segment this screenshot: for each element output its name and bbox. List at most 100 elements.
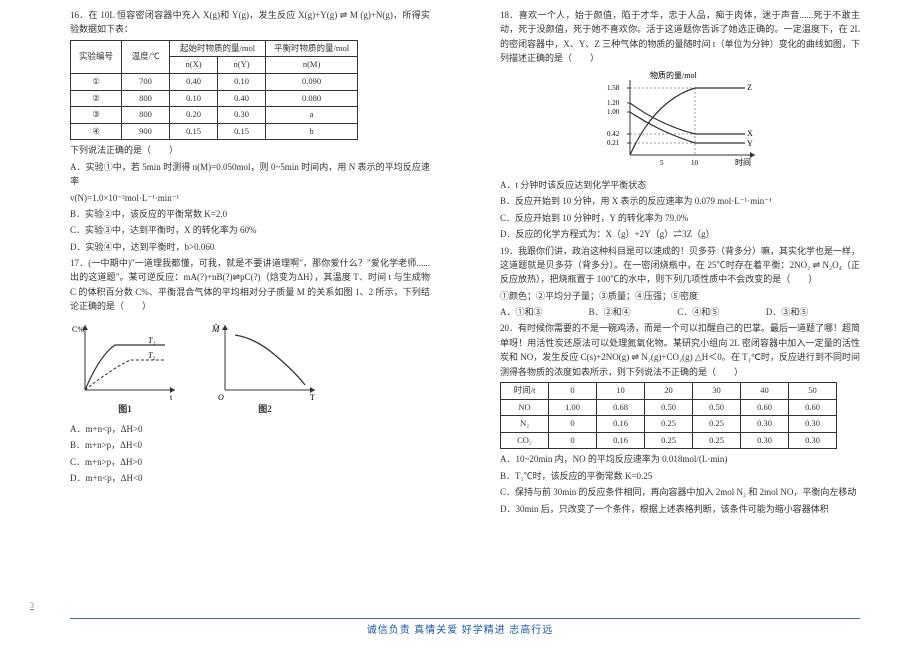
q17-optC: C．m+n>p，ΔH>0 <box>70 455 430 469</box>
chart1-label: 图1 <box>70 402 180 416</box>
cell: 0.16 <box>597 416 645 433</box>
cell: 0.40 <box>170 73 218 90</box>
cell: 30 <box>693 383 741 400</box>
right-column: 18．喜欢一个人，始于颜值，陷于才华，忠于人品，痴于肉体，迷于声音......死… <box>460 0 920 651</box>
q17-optA: A．m+n<p，ΔH>0 <box>70 422 430 436</box>
cell: 0.50 <box>645 399 693 416</box>
q20-optD: D．30min 后，只改变了一个条件，根据上述表格判断，该条件可能为缩小容器体积 <box>500 502 860 516</box>
cell: 20 <box>645 383 693 400</box>
q16-table: 实验编号 温度/℃ 起始时物质的量/mol 平衡时物质的量/mol n(X) n… <box>70 40 358 141</box>
th-start: 起始时物质的量/mol <box>170 40 266 57</box>
cell: 0.30 <box>789 416 837 433</box>
svg-text:5: 5 <box>660 159 664 167</box>
sub-ny: n(Y) <box>218 57 266 74</box>
th-exp: 实验编号 <box>71 40 122 73</box>
cell: 800 <box>122 107 170 124</box>
q17-optD: D．m+n<p，ΔH<0 <box>70 471 430 485</box>
cell: 时间/t <box>501 383 549 400</box>
q17-stem: 17．(一中期中)"一道理我都懂，可我，就是不要讲道理啊"，那你爱什么？"爱化学… <box>70 256 430 314</box>
q19-items: ①颜色；②平均分子量；③质量；④压强；⑤密度 <box>500 289 860 303</box>
cell: ④ <box>71 123 122 140</box>
q16-optA2: v(N)=1.0×10⁻²mol·L⁻¹·min⁻¹ <box>70 191 430 205</box>
svg-text:1.20: 1.20 <box>607 99 620 107</box>
q18-optB: B．反应开始到 10 分钟，用 X 表示的反应速率为 0.079 mol·L⁻¹… <box>500 194 860 208</box>
cell: 0.60 <box>789 399 837 416</box>
sub-nm: n(M) <box>266 57 358 74</box>
cell: N₂ <box>501 416 549 433</box>
chart1: C% t T₁ T₂ 图1 <box>70 320 180 416</box>
svg-text:Y: Y <box>747 139 753 148</box>
q17-optB: B．m+n>p，ΔH<0 <box>70 438 430 452</box>
cell: 700 <box>122 73 170 90</box>
cell: 0.15 <box>170 123 218 140</box>
q18-stem: 18．喜欢一个人，始于颜值，陷于才华，忠于人品，痴于肉体，迷于声音......死… <box>500 8 860 66</box>
cell: 0.090 <box>266 73 358 90</box>
q16-stem: 16．在 10L 恒容密闭容器中充入 X(g)和 Y(g)，发生反应 X(g)+… <box>70 8 430 37</box>
cell: 0.25 <box>693 416 741 433</box>
q20-optC: C．保持与前 30min 的反应条件相同，再向容器中加入 2mol N₂ 和 2… <box>500 485 860 499</box>
q20-stem: 20．有时候你需要的不是一碗鸡汤，而是一个可以扣醒自己的巴掌。最后一道题了哪！超… <box>500 321 860 379</box>
svg-text:T₁: T₁ <box>148 336 155 345</box>
cell: 0.25 <box>645 416 693 433</box>
cell: 0.15 <box>218 123 266 140</box>
q19-optA: A．①和③ <box>500 305 586 319</box>
q20-table: 时间/t 0 10 20 30 40 50 NO1.000.680.500.50… <box>500 382 837 449</box>
q18-optD: D．反应的化学方程式为：X（g）+2Y（g）⇌3Z（g） <box>500 227 860 241</box>
cell: 0.25 <box>693 432 741 449</box>
footer-divider <box>70 618 860 619</box>
cell: 0.30 <box>789 432 837 449</box>
svg-text:0.21: 0.21 <box>607 139 620 147</box>
svg-text:10: 10 <box>691 159 699 167</box>
cell: 0.30 <box>218 107 266 124</box>
q19-optC: C．④和⑤ <box>677 305 763 319</box>
th-eq: 平衡时物质的量/mol <box>266 40 358 57</box>
q16-optD: D．实验④中，达到平衡时，b>0.060 <box>70 240 430 254</box>
cell: 10 <box>597 383 645 400</box>
sub-nx: n(X) <box>170 57 218 74</box>
cell: 0.25 <box>645 432 693 449</box>
page-number: 3 <box>30 600 34 613</box>
cell: ② <box>71 90 122 107</box>
q20-optB: B．T₁℃时，该反应的平衡常数 K=0.25 <box>500 469 860 483</box>
cell: 0 <box>549 383 597 400</box>
cell: 50 <box>789 383 837 400</box>
cell: 0.40 <box>218 90 266 107</box>
cell: 0.16 <box>597 432 645 449</box>
q20-optA: A．10~20min 内，NO 的平均反应速率为 0.018mol/(L·min… <box>500 452 860 466</box>
svg-text:Z: Z <box>747 83 752 92</box>
cell: 40 <box>741 383 789 400</box>
chart2-label: 图2 <box>210 402 320 416</box>
q16-optA: A．实验①中，若 5min 时测得 n(M)=0.050mol，则 0~5min… <box>70 160 430 189</box>
svg-text:1.58: 1.58 <box>607 84 620 92</box>
svg-text:O: O <box>218 393 224 400</box>
cell: ① <box>71 73 122 90</box>
cell: a <box>266 107 358 124</box>
cell: NO <box>501 399 549 416</box>
svg-text:T₂: T₂ <box>148 351 155 360</box>
cell: 0.68 <box>597 399 645 416</box>
cell: 0 <box>549 416 597 433</box>
footer-motto: 诚信负责 真情关爱 好学精进 志高行远 <box>0 623 920 639</box>
q19-opts: A．①和③ B．②和④ C．④和⑤ D．③和⑤ <box>500 305 860 319</box>
cell: 0.10 <box>170 90 218 107</box>
svg-text:M̄: M̄ <box>211 324 220 334</box>
left-column: 16．在 10L 恒容密闭容器中充入 X(g)和 Y(g)，发生反应 X(g)+… <box>0 0 460 651</box>
q19-optB: B．②和④ <box>589 305 675 319</box>
cell: 1.00 <box>549 399 597 416</box>
q16-optC: C．实验③中，达到平衡时，X 的转化率为 60% <box>70 223 430 237</box>
cell: 900 <box>122 123 170 140</box>
svg-text:T: T <box>310 393 315 400</box>
cell: ③ <box>71 107 122 124</box>
cell: b <box>266 123 358 140</box>
q19-stem: 19．我跟你们讲，政治这种科目是可以速成的！贝多芬（背多分）嘛，其实化学也是一样… <box>500 244 860 287</box>
q18-optC: C．反应开始到 10 分钟时，Y 的转化率为 79.0% <box>500 211 860 225</box>
svg-text:t: t <box>170 393 173 400</box>
q18-optA: A．t 分钟时该反应达到化学平衡状态 <box>500 178 860 192</box>
cell: 800 <box>122 90 170 107</box>
chart2: M̄ O T 图2 <box>210 320 320 416</box>
cell: CO₂ <box>501 432 549 449</box>
q16-tail: 下列说法正确的是（ ） <box>70 143 430 157</box>
cell: 0 <box>549 432 597 449</box>
cell: 0.60 <box>741 399 789 416</box>
q18-chart: 物质的量/mol 1.58 1.20 1.00 0.42 0.21 5 10 时… <box>500 70 860 174</box>
